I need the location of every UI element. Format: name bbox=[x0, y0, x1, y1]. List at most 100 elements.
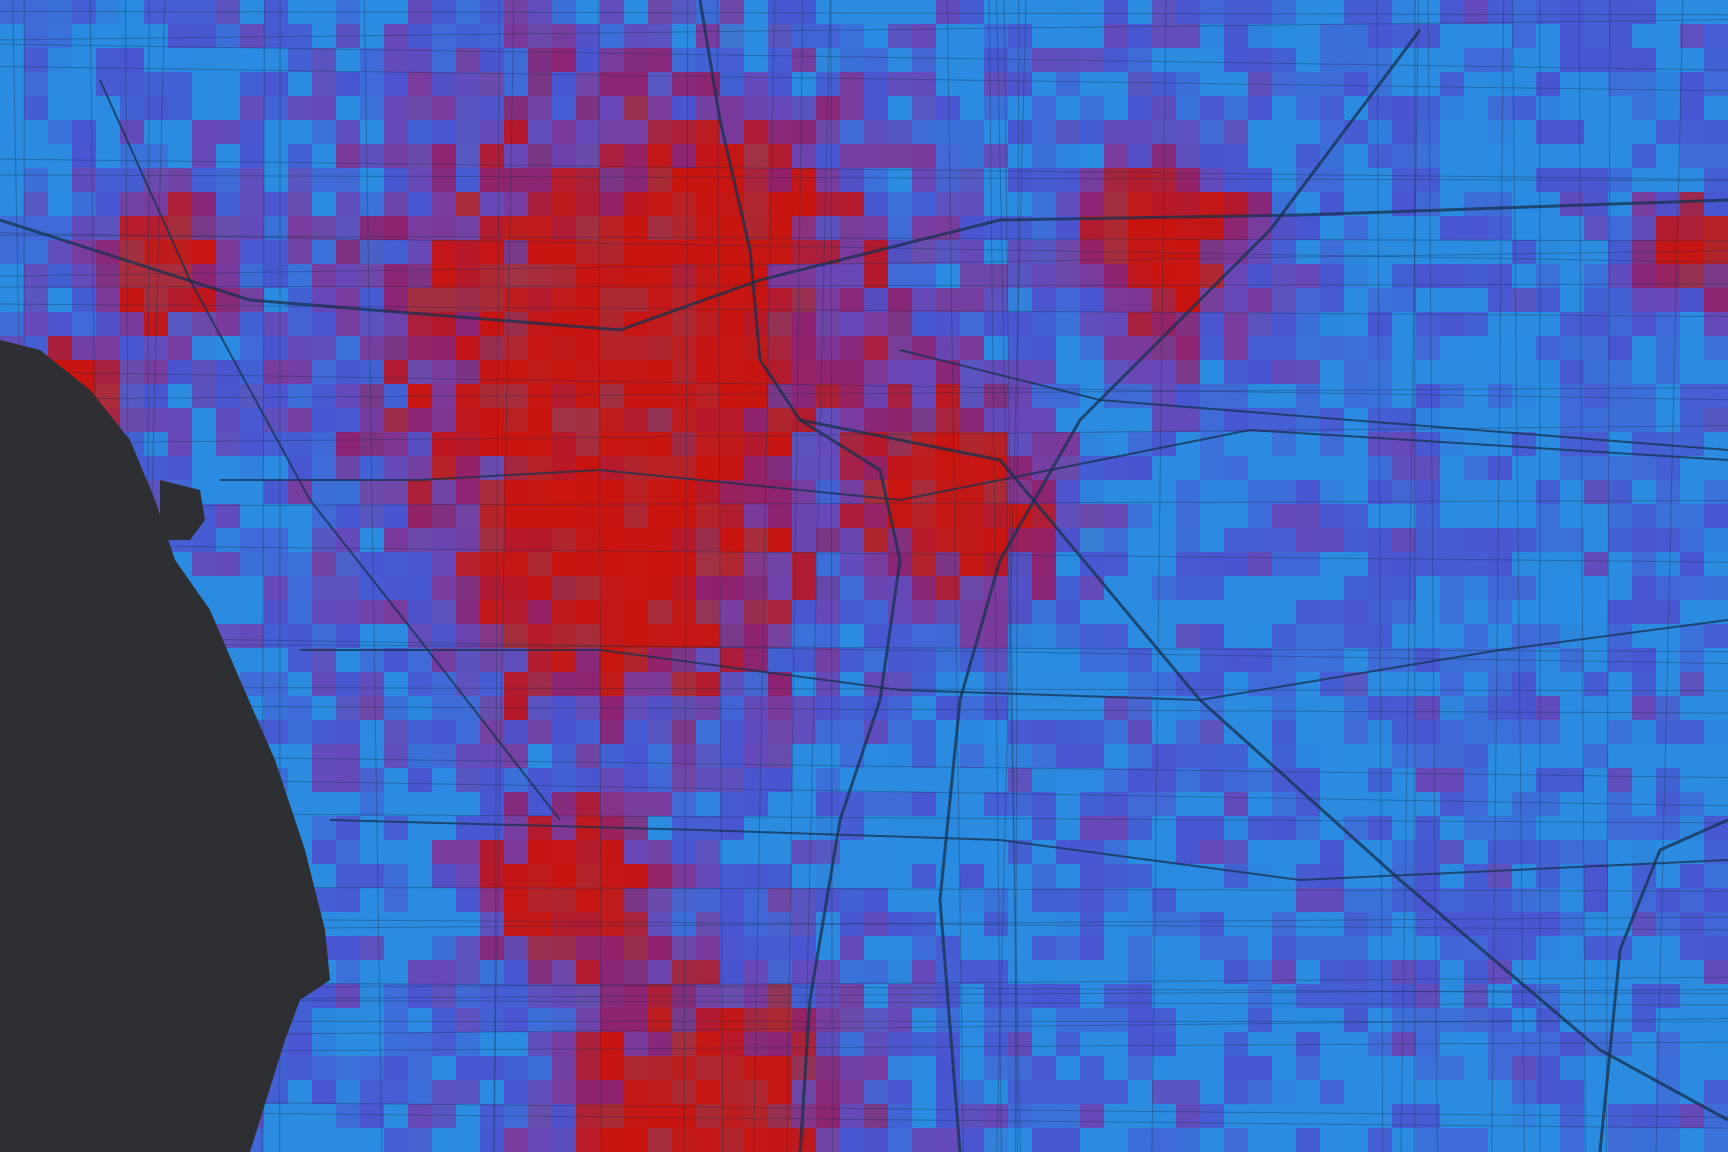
tract bbox=[24, 72, 48, 96]
tract bbox=[1680, 192, 1704, 216]
tract bbox=[1392, 384, 1416, 408]
tract bbox=[1008, 120, 1032, 144]
tract bbox=[1440, 96, 1488, 120]
tract bbox=[456, 168, 480, 192]
tract bbox=[1608, 168, 1632, 192]
tract bbox=[768, 624, 792, 648]
tract bbox=[1584, 336, 1608, 360]
tract bbox=[672, 960, 696, 984]
tract bbox=[1536, 576, 1560, 600]
tract bbox=[912, 672, 936, 696]
tract bbox=[1200, 528, 1224, 552]
tract bbox=[1152, 816, 1176, 840]
tract bbox=[1656, 0, 1680, 24]
tract bbox=[360, 984, 384, 1008]
tract bbox=[1704, 120, 1728, 144]
tract bbox=[816, 672, 840, 696]
tract bbox=[1224, 336, 1248, 360]
tract bbox=[888, 912, 912, 936]
street bbox=[1151, 0, 1167, 1152]
tract bbox=[1608, 768, 1632, 792]
tract bbox=[1536, 264, 1560, 288]
tract bbox=[624, 144, 648, 168]
tract bbox=[480, 288, 504, 312]
tract bbox=[1080, 24, 1104, 48]
tract bbox=[768, 768, 792, 792]
tract bbox=[1440, 360, 1464, 384]
tract bbox=[624, 72, 648, 96]
tract bbox=[504, 72, 528, 96]
tract bbox=[1104, 768, 1128, 792]
tract bbox=[1392, 552, 1416, 576]
tract bbox=[960, 0, 984, 24]
tract bbox=[840, 912, 864, 936]
tract bbox=[648, 48, 672, 72]
tract bbox=[816, 600, 840, 624]
tract bbox=[1656, 1032, 1680, 1056]
tract bbox=[1536, 768, 1584, 792]
tract bbox=[1392, 120, 1416, 144]
tract bbox=[24, 96, 48, 120]
tract bbox=[1008, 72, 1032, 96]
tract bbox=[984, 1104, 1008, 1128]
tract bbox=[624, 792, 648, 816]
freeway bbox=[1598, 818, 1728, 1152]
tract bbox=[1056, 720, 1080, 744]
tract bbox=[1056, 768, 1104, 792]
tract bbox=[672, 0, 696, 24]
tract bbox=[672, 48, 696, 72]
tract bbox=[888, 48, 912, 72]
tract bbox=[936, 528, 960, 552]
tract bbox=[1248, 48, 1296, 72]
tract bbox=[1032, 696, 1056, 720]
tract bbox=[1560, 360, 1584, 384]
tract bbox=[1704, 1032, 1728, 1056]
tract bbox=[1536, 504, 1560, 552]
tract bbox=[600, 960, 624, 984]
tract bbox=[1320, 288, 1344, 312]
tract bbox=[1104, 24, 1128, 48]
tract bbox=[1344, 0, 1368, 24]
tract bbox=[1032, 1080, 1080, 1104]
tract bbox=[1392, 504, 1416, 528]
tract bbox=[1584, 96, 1608, 120]
tract bbox=[1560, 48, 1608, 72]
tract bbox=[1704, 720, 1728, 744]
tract bbox=[480, 1104, 504, 1128]
tract bbox=[1080, 672, 1104, 696]
tract bbox=[792, 528, 816, 552]
tract bbox=[384, 816, 408, 840]
street bbox=[1427, 0, 1438, 1152]
tract bbox=[288, 384, 312, 408]
tract bbox=[1320, 24, 1344, 48]
tract bbox=[1296, 888, 1344, 912]
tract bbox=[600, 96, 624, 120]
tract bbox=[1632, 1008, 1656, 1032]
tract bbox=[1704, 408, 1728, 432]
tract bbox=[432, 960, 480, 984]
tract bbox=[216, 48, 240, 72]
tract bbox=[1056, 840, 1080, 864]
tract bbox=[240, 528, 264, 552]
tract bbox=[1008, 24, 1032, 48]
tract bbox=[1344, 744, 1368, 768]
tract bbox=[1560, 1056, 1608, 1080]
tract bbox=[432, 912, 480, 936]
tract bbox=[504, 24, 528, 48]
tract bbox=[1680, 24, 1704, 48]
tract bbox=[936, 384, 960, 408]
tract bbox=[336, 672, 360, 696]
tract bbox=[168, 456, 192, 480]
tract bbox=[1416, 264, 1464, 288]
tract bbox=[384, 432, 408, 456]
tract bbox=[264, 600, 288, 648]
tract bbox=[456, 144, 480, 168]
tract bbox=[0, 264, 24, 288]
tract bbox=[888, 336, 912, 360]
tract bbox=[1128, 456, 1152, 480]
tract bbox=[816, 192, 840, 216]
street bbox=[0, 1018, 1728, 1038]
tract bbox=[240, 672, 288, 696]
tract bbox=[1488, 696, 1512, 720]
